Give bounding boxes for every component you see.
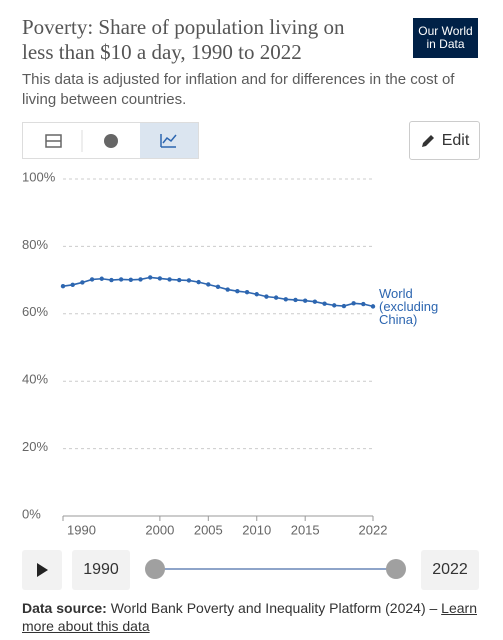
y-tick-label: 40% (22, 372, 48, 387)
x-tick-label: 2015 (291, 522, 320, 537)
edit-icon (421, 134, 434, 147)
point (109, 277, 114, 283)
timeline-handle[interactable] (145, 559, 165, 579)
play-icon (37, 563, 48, 577)
timeline-handle[interactable] (386, 559, 406, 579)
point (118, 277, 124, 282)
y-tick-label: 100% (22, 169, 56, 184)
point (264, 294, 269, 299)
series-line (62, 276, 374, 308)
point (244, 290, 250, 295)
point (70, 282, 75, 288)
point (60, 283, 66, 289)
point (332, 303, 337, 308)
edit-label: Edit (441, 131, 470, 149)
timeline (22, 550, 406, 590)
x-tick-label: 2005 (194, 522, 223, 537)
point (341, 303, 347, 309)
point (128, 277, 134, 282)
point (302, 298, 308, 303)
tab-chart-icon (162, 134, 177, 144)
point (370, 304, 376, 309)
point (167, 277, 172, 282)
y-tick-label: 0% (22, 506, 41, 521)
point (254, 292, 259, 297)
point (147, 275, 153, 280)
point (215, 284, 221, 290)
point (283, 297, 289, 302)
point (186, 278, 192, 283)
view-tabs (22, 122, 199, 159)
point (138, 277, 143, 282)
series-label: World (excluding China) (379, 286, 439, 327)
x-tick-label: 2010 (242, 522, 271, 537)
x-tick-label: 2000 (145, 522, 174, 537)
point (157, 276, 163, 281)
logo[interactable]: Our World in Data (413, 18, 478, 58)
x-tick-label: 2022 (359, 522, 388, 537)
tab-map-icon[interactable] (104, 134, 118, 148)
point (206, 282, 211, 287)
start-year[interactable]: 1990 (72, 550, 130, 590)
y-tick-label: 60% (22, 304, 48, 319)
source: World Bank Poverty and Inequality Platfo… (110, 600, 438, 616)
point (89, 277, 95, 282)
point (99, 276, 104, 281)
point (196, 279, 201, 285)
source-label: Data source: (22, 600, 107, 616)
source-link[interactable]: Learn more about this data (22, 600, 477, 634)
x-tick-label: 1990 (67, 522, 96, 537)
edit-button[interactable]: Edit (409, 121, 480, 160)
point (225, 287, 230, 292)
point (351, 301, 356, 306)
chart-subtitle: This data is adjusted for inflation and … (22, 71, 455, 108)
chart-title: Poverty: Share of population living on l… (22, 15, 345, 64)
y-tick-label: 20% (22, 439, 48, 454)
point (80, 280, 85, 285)
point (312, 299, 318, 304)
y-tick-label: 80% (22, 237, 48, 252)
point (235, 289, 240, 294)
point (322, 301, 327, 306)
end-year[interactable]: 2022 (421, 550, 479, 590)
point (293, 297, 298, 303)
point (177, 277, 182, 283)
tab-chart-selected[interactable] (140, 123, 198, 158)
point (361, 301, 366, 307)
footer: Data source: World Bank Poverty and Ineq… (22, 599, 492, 635)
point (273, 295, 279, 300)
